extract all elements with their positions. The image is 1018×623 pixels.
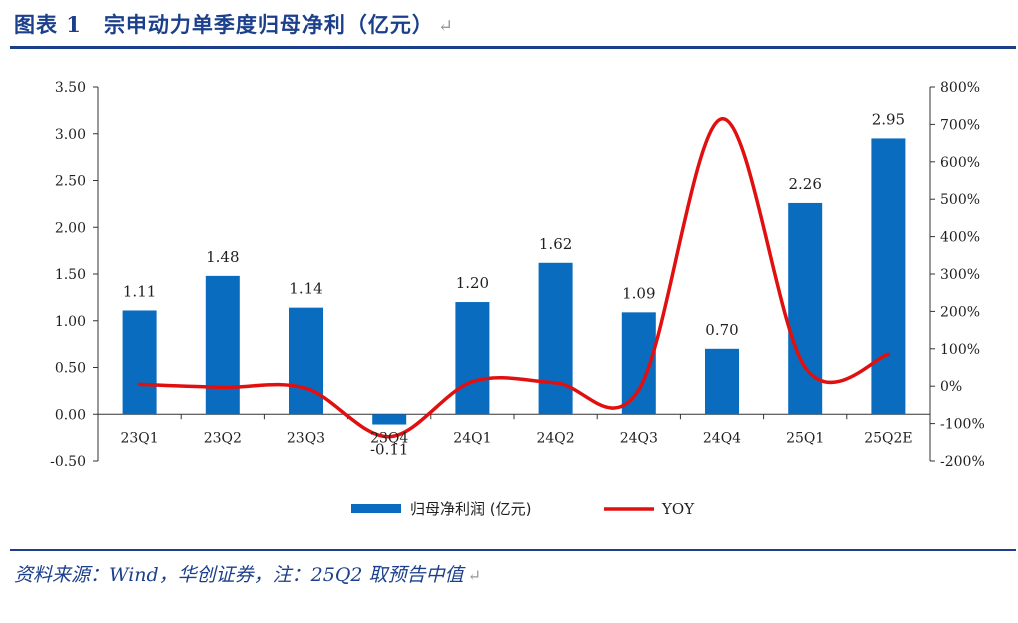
bar-data-label: 2.95: [872, 110, 905, 128]
left-tick-label: 3.50: [55, 80, 86, 96]
right-tick-label: 300%: [940, 267, 980, 283]
legend-line-label: YOY: [661, 500, 695, 518]
left-tick-label: -0.50: [50, 454, 86, 470]
bar-data-label: 1.20: [456, 274, 489, 292]
source-note-text: 资料来源：Wind，华创证券，注：25Q2 取预告中值: [14, 564, 464, 586]
left-tick-label: 3.00: [55, 127, 86, 143]
right-tick-label: -200%: [940, 454, 985, 470]
return-mark-icon: ↵: [437, 16, 455, 37]
x-tick-label: 23Q4: [370, 430, 408, 446]
left-tick-label: 0.50: [55, 361, 86, 377]
bar-24Q1: [455, 302, 490, 415]
chart-legend: 归母净利润 (亿元) YOY: [351, 500, 695, 518]
bar-data-label: 1.48: [206, 248, 239, 266]
bar-data-label: -0.11: [370, 441, 408, 459]
legend-bar-label: 归母净利润 (亿元): [410, 500, 531, 518]
left-tick-label: 2.50: [55, 174, 86, 190]
title-bar: 图表 1 宗申动力单季度归母净利（亿元） ↵: [0, 0, 1018, 44]
bar-data-label: 0.70: [705, 321, 738, 339]
figure-title: 图表 1 宗申动力单季度归母净利（亿元） ↵: [14, 9, 454, 39]
right-tick-label: 600%: [940, 155, 980, 171]
x-tick-label: 24Q2: [536, 430, 574, 446]
bar-23Q4: [372, 414, 407, 425]
figure-label: 图表 1: [14, 12, 82, 37]
bar-data-label: 1.09: [622, 284, 655, 302]
bar-23Q1: [122, 310, 157, 415]
right-tick-label: 500%: [940, 192, 980, 208]
chart-axes: -0.50 0.00 0.50 1.00 1.50 2.00 2.50 3.00 3.50 -20…: [50, 80, 985, 470]
x-tick-label: 24Q3: [620, 430, 658, 446]
left-tick-label: 0.00: [55, 407, 86, 423]
right-tick-label: 100%: [940, 342, 980, 358]
source-note: 资料来源：Wind，华创证券，注：25Q2 取预告中值 ↵: [14, 560, 481, 587]
bar-25Q2E: [871, 138, 906, 415]
yoy-line-series: [137, 117, 891, 439]
bar-24Q4: [705, 348, 739, 415]
left-tick-label: 1.00: [55, 314, 86, 330]
x-tick-label: 25Q1: [786, 430, 824, 446]
right-tick-label: 400%: [940, 230, 980, 246]
right-tick-label: 700%: [940, 117, 980, 133]
bar-23Q2: [205, 275, 240, 415]
x-tick-label: 25Q2E: [864, 430, 912, 446]
right-tick-label: 200%: [940, 304, 980, 320]
x-tick-label: 24Q1: [453, 430, 491, 446]
bar-23Q3: [289, 307, 323, 415]
bar-data-label: 2.26: [788, 175, 821, 193]
bar-25Q1: [788, 202, 823, 415]
chart-labels: 23Q1 23Q2 23Q3 23Q4 24Q1 24Q2 24Q3 24Q4 25Q1 25Q2…: [120, 110, 912, 458]
right-tick-label: 0%: [940, 379, 962, 395]
bar-data-label: 1.62: [539, 235, 572, 253]
right-tick-label: -100%: [940, 417, 985, 433]
bar-data-label: 1.14: [289, 280, 322, 298]
figure-title-text: 宗申动力单季度归母净利（亿元）: [103, 12, 434, 37]
source-divider: [10, 549, 1016, 551]
x-tick-label: 23Q1: [120, 430, 158, 446]
chart: -0.50 0.00 0.50 1.00 1.50 2.00 2.50 3.00 3.50 -20…: [50, 80, 985, 518]
bar-series: [122, 138, 906, 425]
left-tick-label: 2.00: [55, 220, 86, 236]
bar-data-label: 1.11: [123, 282, 156, 300]
bar-24Q2: [538, 262, 573, 415]
return-mark-icon: ↵: [467, 566, 481, 585]
yoy-line: [137, 117, 891, 439]
right-tick-label: 800%: [940, 80, 980, 96]
x-tick-label: 24Q4: [703, 430, 741, 446]
left-tick-label: 1.50: [55, 267, 86, 283]
x-tick-label: 23Q3: [287, 430, 325, 446]
x-tick-label: 23Q2: [204, 430, 242, 446]
title-divider: [10, 46, 1016, 49]
legend-bar-swatch: [351, 504, 401, 513]
